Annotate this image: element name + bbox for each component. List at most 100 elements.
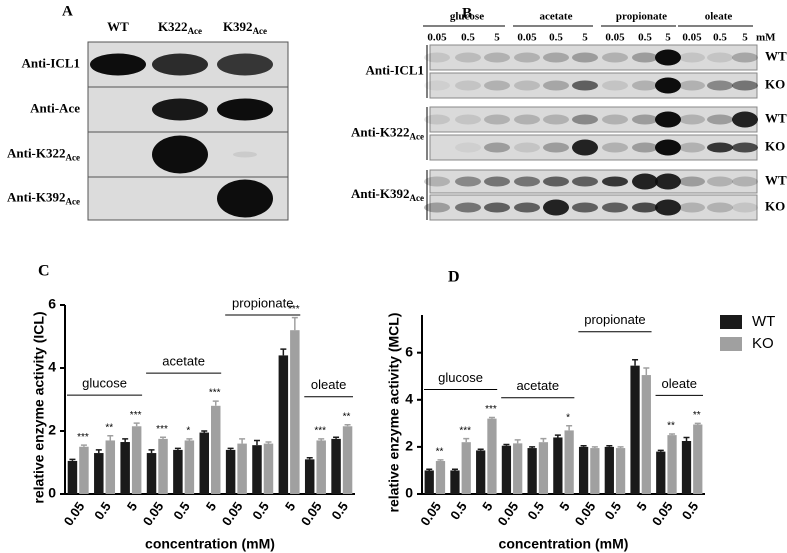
x-tick-label: 0.5	[249, 499, 272, 522]
blot-band	[707, 52, 733, 63]
lane-label: 0.05	[605, 32, 625, 44]
bar	[641, 375, 651, 494]
blot-band	[455, 52, 481, 63]
bar	[105, 440, 116, 494]
row-label: Anti-ICL1	[365, 62, 424, 77]
bar	[564, 430, 574, 494]
blot-band	[732, 52, 758, 63]
error-bar	[643, 367, 650, 376]
y-tick-label: 0	[48, 485, 56, 501]
column-header: K392Ace	[223, 19, 267, 36]
error-bar	[694, 422, 701, 425]
bar	[435, 461, 446, 494]
significance: ***	[288, 304, 300, 315]
significance: ***	[130, 410, 142, 421]
bar	[476, 450, 486, 494]
group-label: oleate	[662, 376, 697, 391]
genotype-label: KO	[765, 76, 785, 91]
x-tick-label: 0.5	[679, 499, 702, 522]
error-bar	[344, 423, 351, 427]
significance: ***	[314, 426, 326, 437]
error-bar	[174, 447, 181, 450]
bar	[184, 440, 195, 494]
x-tick-label: 0.05	[298, 499, 325, 528]
blot-band	[679, 80, 705, 91]
x-tick-label: 5	[282, 499, 298, 514]
blot-band	[484, 142, 510, 153]
bar	[331, 438, 341, 494]
bar	[237, 443, 247, 494]
lane-label: 0.5	[461, 32, 475, 44]
y-axis-title: relative enzyme activity (MCL)	[386, 313, 402, 513]
error-bar	[253, 439, 260, 446]
blot-band	[152, 98, 208, 121]
row-label-main: Anti-ICL1	[365, 62, 424, 77]
blot-band	[484, 202, 510, 213]
blot-band	[732, 80, 758, 91]
bar	[290, 330, 300, 494]
column-header: K322Ace	[158, 19, 202, 36]
blot-band	[655, 139, 681, 156]
error-bar	[69, 458, 76, 461]
blot-band	[424, 114, 450, 125]
group-header: oleate	[705, 11, 733, 23]
genotype-label: WT	[765, 48, 787, 63]
significance: ***	[485, 404, 497, 415]
significance: ***	[156, 424, 168, 435]
blot-band	[655, 199, 681, 216]
error-bar	[107, 434, 114, 441]
group-label: propionate	[584, 312, 645, 327]
bar	[553, 437, 563, 494]
genotype-label: WT	[765, 172, 787, 187]
lane-label: 0.05	[427, 32, 447, 44]
column-header-main: K322	[158, 19, 188, 34]
blot-band	[602, 52, 628, 63]
error-bar	[580, 444, 587, 447]
error-bar	[318, 438, 325, 441]
row-label: Anti-K322Ace	[351, 124, 424, 141]
blot-band	[655, 49, 681, 66]
x-tick-label: 5	[556, 499, 572, 514]
panel-label: C	[38, 263, 50, 280]
blot-band	[543, 114, 569, 125]
y-axis-title: relative enzyme activity (ICL)	[31, 311, 47, 503]
error-bar	[477, 448, 484, 451]
bar	[667, 435, 677, 494]
error-bar	[239, 438, 246, 444]
bar	[94, 453, 104, 494]
significance: **	[343, 411, 351, 422]
row-label-main: Anti-K392	[7, 189, 66, 204]
error-bar	[503, 443, 510, 446]
error-bar	[540, 437, 547, 443]
error-bar	[426, 468, 433, 471]
bar	[615, 448, 626, 494]
blot-band	[602, 80, 628, 91]
bar	[252, 445, 262, 494]
significance: **	[436, 446, 444, 457]
bar	[656, 451, 666, 494]
group-label: propionate	[232, 295, 293, 310]
blot-band	[707, 142, 733, 153]
x-tick-label: 0.5	[91, 499, 114, 522]
x-tick-label: 0.05	[219, 499, 246, 528]
bar	[461, 442, 471, 494]
lane-label: 5	[742, 32, 748, 44]
blot-band	[543, 52, 569, 63]
legend-swatch	[720, 337, 742, 351]
bar	[450, 470, 460, 494]
group-label: glucose	[82, 376, 127, 391]
blot-band	[484, 80, 510, 91]
x-tick-label: 5	[479, 499, 495, 514]
error-bar	[333, 436, 340, 439]
blot-band	[707, 80, 733, 91]
blot-band	[484, 52, 510, 63]
blot-band	[679, 176, 705, 187]
row-label-sub: Ace	[66, 153, 81, 163]
blot-band	[455, 142, 481, 153]
x-tick-label: 0.5	[447, 499, 470, 522]
blot-band	[543, 176, 569, 187]
bar	[424, 470, 434, 494]
x-tick-label: 5	[203, 499, 219, 514]
genotype-label: KO	[765, 198, 785, 213]
